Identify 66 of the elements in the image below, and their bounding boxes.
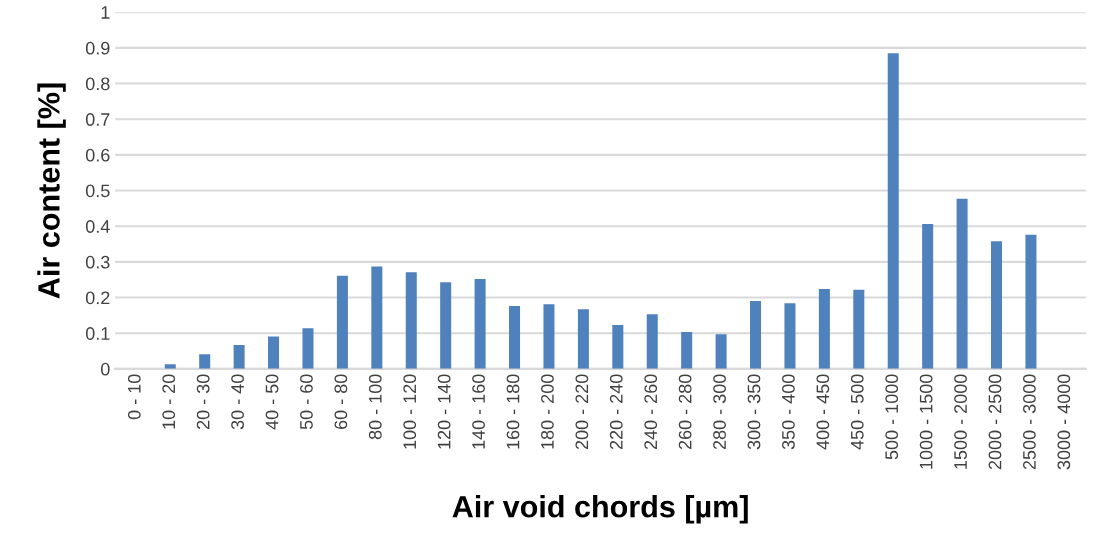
bar	[302, 328, 314, 369]
bar	[509, 306, 521, 369]
bar	[543, 304, 555, 369]
x-tick-label: 300 - 350	[747, 374, 761, 450]
bar	[784, 303, 796, 369]
y-tick-label: 0.9	[85, 41, 110, 55]
x-tick-label: 80 - 100	[368, 374, 382, 440]
bar	[1025, 234, 1037, 369]
x-tick-label: 10 - 20	[162, 374, 176, 429]
bar	[991, 241, 1003, 369]
y-tick-label: 0	[100, 362, 110, 376]
x-tick-label: 2000 - 2500	[988, 374, 1002, 470]
x-tick-label: 30 - 40	[231, 374, 244, 430]
x-axis-title: Air void chords [µm]	[452, 495, 748, 524]
x-tick-label: 20 - 30	[196, 374, 210, 430]
bar	[233, 344, 245, 369]
y-tick-label: 0.8	[85, 77, 110, 91]
bar	[474, 278, 486, 369]
x-tick-label: 120 - 140	[437, 374, 451, 449]
x-tick-label: 450 - 500	[850, 374, 864, 450]
bar	[750, 301, 762, 369]
y-tick-label: 0.5	[85, 184, 110, 198]
y-tick-label: 0.4	[85, 220, 110, 233]
x-tick-label: 260 - 280	[678, 374, 692, 450]
bar	[681, 332, 693, 369]
x-tick-label: 2500 - 3000	[1023, 374, 1036, 470]
x-tick-label: 140 - 160	[472, 374, 485, 449]
x-tick-label: 180 - 200	[541, 374, 554, 449]
bar	[336, 275, 348, 369]
y-tick-label: 0.3	[85, 255, 110, 269]
bar	[646, 314, 658, 369]
bar	[371, 266, 383, 369]
x-tick-label: 160 - 180	[506, 374, 520, 449]
y-tick-label: 1	[101, 6, 110, 19]
x-tick-label: 1000 - 1500	[919, 374, 933, 469]
bar	[715, 334, 727, 369]
x-tick-label: 1500 - 2000	[954, 374, 967, 469]
x-tick-label: 500 - 1000	[885, 374, 899, 460]
bar	[887, 53, 899, 369]
x-tick-label: 350 - 400	[782, 374, 795, 450]
y-tick-label: 0.2	[85, 291, 110, 305]
x-tick-label: 0 - 10	[127, 374, 141, 420]
x-tick-label: 240 - 260	[644, 374, 658, 450]
bar	[405, 272, 417, 369]
bar	[853, 289, 865, 369]
x-tick-label: 400 - 450	[816, 374, 830, 450]
x-tick-label: 280 - 300	[713, 374, 726, 450]
x-tick-label: 220 - 240	[609, 374, 623, 450]
x-tick-label: 100 - 120	[403, 374, 417, 449]
x-tick-label: 40 - 50	[265, 374, 279, 430]
x-tick-label: 200 - 220	[575, 374, 589, 450]
y-axis-title: Air content [%]	[37, 83, 66, 299]
x-tick-label: 50 - 60	[300, 374, 313, 430]
x-tick-label: 60 - 80	[334, 374, 348, 429]
bar	[956, 198, 968, 369]
bar	[612, 324, 624, 369]
bar	[818, 288, 830, 369]
bar	[922, 224, 934, 369]
y-tick-label: 0.7	[85, 113, 110, 126]
bar	[440, 282, 452, 369]
y-tick-label: 0.6	[85, 148, 110, 162]
bar	[199, 354, 211, 369]
y-tick-label: 0.1	[85, 327, 110, 340]
bar	[268, 336, 280, 369]
bar	[577, 309, 589, 369]
x-tick-label: 3000 - 4000	[1057, 374, 1071, 470]
